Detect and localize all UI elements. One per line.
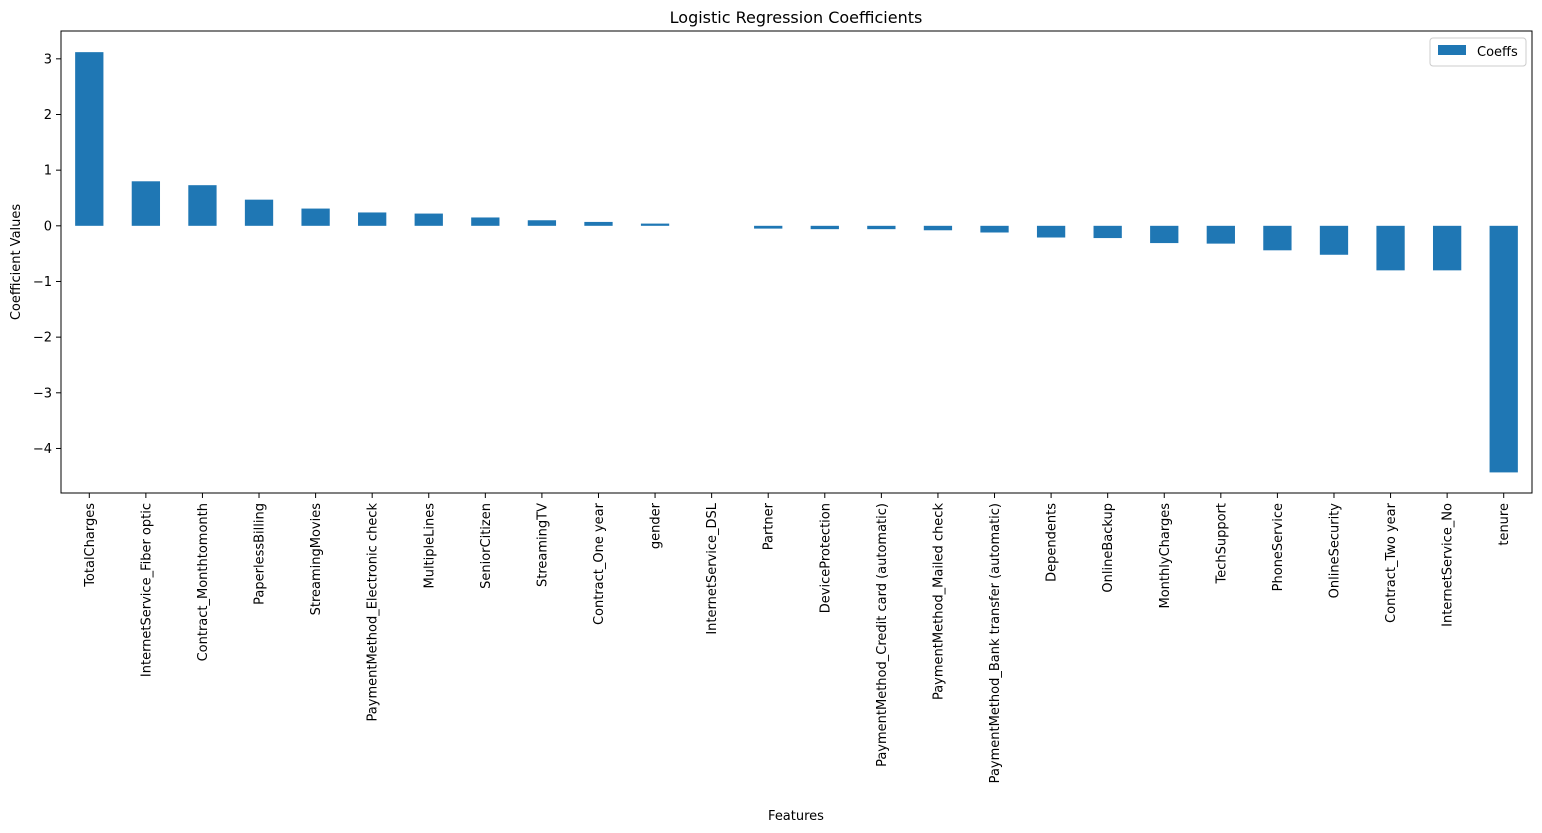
y-tick-label: −2	[33, 331, 52, 346]
bar-onlinesecurity	[1319, 225, 1349, 255]
bar-contract-one-year	[584, 221, 613, 226]
x-tick-label: InternetService_No	[1441, 503, 1456, 627]
y-tick-label: −4	[33, 442, 52, 457]
x-tick-label: MonthlyCharges	[1158, 503, 1173, 609]
legend-swatch	[1438, 45, 1466, 55]
x-tick-label: OnlineSecurity	[1327, 503, 1342, 599]
x-tick-label: Partner	[762, 502, 777, 550]
y-axis-label: Coefficient Values	[9, 204, 24, 321]
bar-streamingmovies	[301, 208, 330, 226]
y-tick-label: −3	[33, 386, 52, 401]
bar-partner	[754, 225, 783, 229]
x-tick-label: PaymentMethod_Mailed check	[931, 503, 946, 700]
legend: Coeffs	[1429, 37, 1527, 67]
bar-paymentmethod-mailed-check	[923, 225, 953, 231]
y-tick-label: −1	[33, 275, 52, 290]
x-tick-label: OnlineBackup	[1101, 503, 1116, 593]
x-tick-label: PaymentMethod_Bank transfer (automatic)	[988, 503, 1003, 783]
bar-dependents	[1036, 225, 1066, 238]
x-tick-label: StreamingTV	[535, 503, 550, 587]
bar-streamingtv	[527, 220, 557, 226]
x-tick-label: PhoneService	[1271, 503, 1286, 591]
bar-paymentmethod-bank-transfer-automatic	[980, 225, 1009, 233]
plot-frame	[60, 30, 1533, 494]
x-tick-label: PaymentMethod_Credit card (automatic)	[875, 503, 890, 767]
legend-label: Coeffs	[1477, 45, 1518, 60]
x-tick-label: SeniorCitizen	[479, 503, 494, 589]
bar-paymentmethod-credit-card-automatic	[867, 225, 896, 230]
y-axis: 3 2 1 0 −1 −2 −3 −4	[33, 52, 61, 457]
bar-totalcharges	[75, 52, 104, 226]
y-tick-label: 2	[44, 108, 52, 123]
x-tick-label: StreamingMovies	[309, 503, 324, 616]
bar-tenure	[1489, 225, 1518, 473]
bar-contract-two-year	[1376, 225, 1405, 271]
x-tick-label: tenure	[1497, 503, 1512, 546]
x-tick-label: DeviceProtection	[818, 503, 833, 613]
y-tick-label: 0	[44, 219, 52, 234]
bar-deviceprotection	[810, 225, 839, 230]
x-axis-label: Features	[768, 809, 824, 824]
x-tick-label: Dependents	[1045, 503, 1060, 582]
bar-internetservice-fiber-optic	[131, 181, 161, 226]
x-tick-label: InternetService_DSL	[705, 502, 720, 634]
x-tick-label: TotalCharges	[83, 503, 98, 588]
x-tick-label: MultipleLines	[422, 503, 437, 589]
bar-contract-monthtomonth	[188, 185, 217, 226]
x-tick-label: Contract_Two year	[1384, 502, 1399, 623]
bar-phoneservice	[1263, 225, 1292, 251]
x-tick-label: InternetService_Fiber optic	[139, 503, 154, 677]
bar-onlinebackup	[1093, 225, 1122, 239]
chart-title: Logistic Regression Coefficients	[670, 8, 923, 27]
bar-internetservice-no	[1432, 225, 1462, 271]
bar-paymentmethod-electronic-check	[358, 212, 387, 226]
x-tick-label: PaymentMethod_Electronic check	[366, 503, 381, 722]
bar-gender	[640, 223, 670, 226]
bars-group	[75, 52, 1518, 473]
bar-techsupport	[1206, 225, 1235, 244]
x-tick-label: TechSupport	[1214, 503, 1229, 585]
x-axis: TotalCharges InternetService_Fiber optic C…	[83, 493, 1512, 783]
x-tick-label: gender	[649, 502, 664, 549]
bar-seniorcitizen	[471, 217, 500, 226]
bar-monthlycharges	[1150, 225, 1179, 244]
bar-paperlessbilling	[244, 199, 274, 226]
x-tick-label: Contract_Monthtomonth	[196, 503, 211, 661]
y-tick-label: 3	[44, 52, 52, 67]
x-tick-label: PaperlessBilling	[253, 503, 268, 605]
bar-multiplelines	[414, 213, 443, 226]
x-tick-label: Contract_One year	[592, 502, 607, 625]
y-tick-label: 1	[44, 164, 52, 179]
